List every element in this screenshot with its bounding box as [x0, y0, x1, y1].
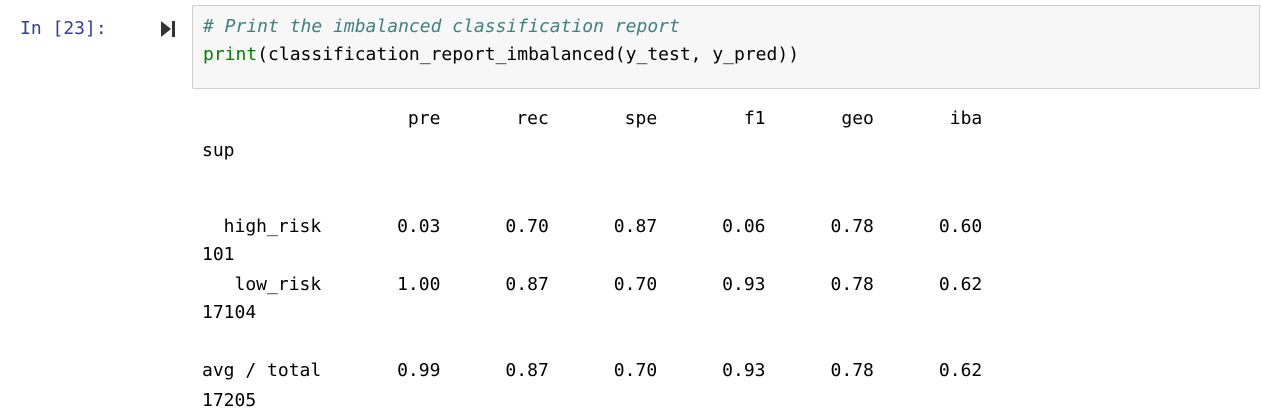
- input-prompt: In [23]:: [20, 18, 107, 39]
- report-row-high-risk: high_risk 0.03 0.70 0.87 0.06 0.78 0.60: [202, 216, 983, 237]
- report-row-avg-total: avg / total 0.99 0.87 0.70 0.93 0.78 0.6…: [202, 360, 983, 381]
- report-header-wrap: sup: [202, 140, 235, 161]
- code-input-area[interactable]: # Print the imbalanced classification re…: [192, 5, 1260, 89]
- code-comment-line: # Print the imbalanced classification re…: [203, 16, 680, 37]
- print-arguments: (classification_report_imbalanced(y_test…: [257, 44, 800, 65]
- report-header-line: pre rec spe f1 geo iba: [202, 108, 983, 129]
- run-cell-button[interactable]: [157, 18, 179, 40]
- print-keyword: print: [203, 44, 258, 65]
- report-row-low-risk: low_risk 1.00 0.87 0.70 0.93 0.78 0.62: [202, 274, 983, 295]
- step-forward-icon: [161, 21, 175, 37]
- report-row-low-risk-support: 17104: [202, 302, 257, 323]
- report-row-high-risk-support: 101: [202, 244, 235, 265]
- code-statement-line: print(classification_report_imbalanced(y…: [203, 42, 799, 68]
- report-row-avg-total-support: 17205: [202, 390, 257, 411]
